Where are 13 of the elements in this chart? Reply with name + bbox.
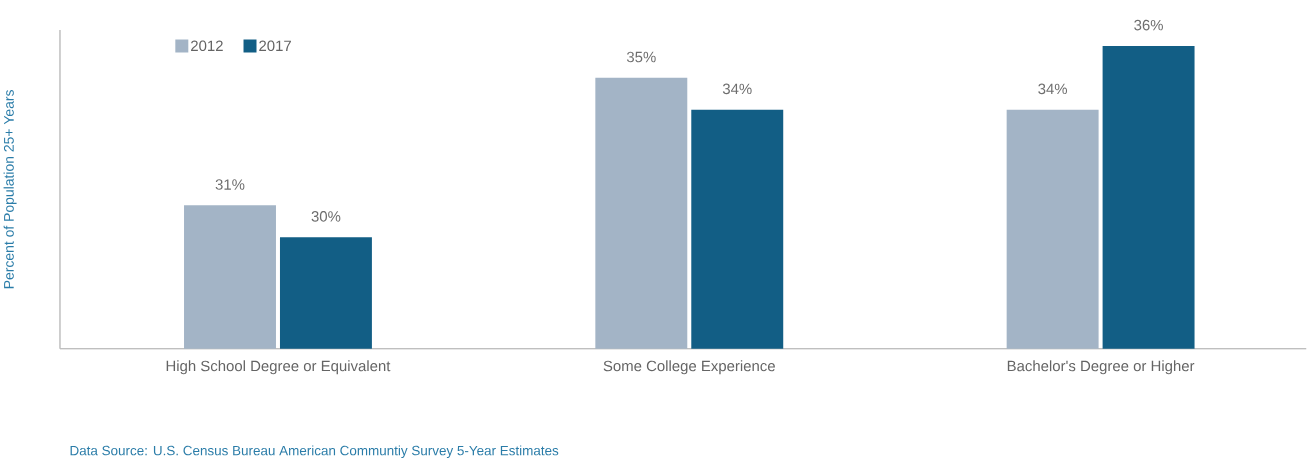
legend-label: 2017 <box>259 40 291 52</box>
x-tick-label: Bachelor's Degree or Higher <box>1007 360 1195 375</box>
data-label: 30% <box>311 211 341 222</box>
y-axis-title: Percent of Population 25+ Years <box>3 90 17 289</box>
x-tick-label: Some College Experience <box>603 360 775 375</box>
data-label: 36% <box>1134 19 1163 31</box>
data-label: 31% <box>215 179 245 190</box>
data-label: 34% <box>1038 83 1068 95</box>
data-label: 35% <box>626 51 656 63</box>
x-tick-label: High School Degree or Equivalent <box>166 360 391 375</box>
data-label: 34% <box>722 83 752 95</box>
legend-label: 2012 <box>191 40 223 52</box>
source-note: Data Source: U.S. Census Bureau American Communtiy Survey 5-Year Estimates <box>70 445 559 459</box>
